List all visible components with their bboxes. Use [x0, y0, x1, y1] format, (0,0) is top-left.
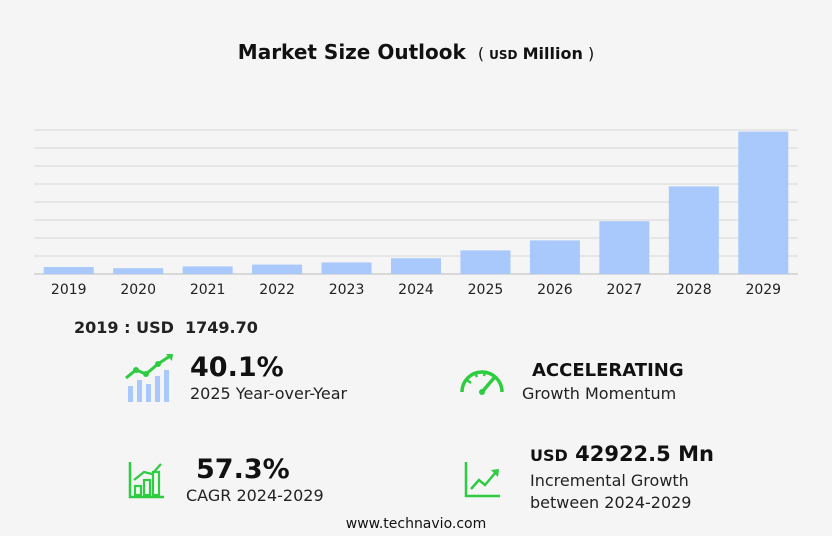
trend-line-icon — [464, 462, 500, 498]
title-unit-prefix: USD — [489, 48, 518, 62]
kpi-incremental-value-wrap: USD 42922.5 Mn — [530, 442, 714, 466]
kpi-momentum-value: ACCELERATING — [532, 360, 684, 381]
x-tick-2023: 2023 — [329, 282, 365, 298]
chart-x-labels: 2019 2020 2021 2022 2023 2024 2025 2026 2027 2028… — [51, 282, 781, 298]
bar-growth-icon — [128, 462, 164, 499]
footer-url: www.technavio.com — [345, 516, 487, 532]
bar-2029 — [738, 131, 789, 274]
x-tick-2024: 2024 — [398, 282, 434, 298]
kpi-incremental-label2: between 2024-2029 — [530, 493, 692, 512]
base-year-value: 2019 : USD 1749.70 — [74, 318, 258, 337]
x-tick-2022: 2022 — [259, 282, 295, 298]
bar-chart: 2019 2020 2021 2022 2023 2024 2025 2026 2027 2028… — [34, 129, 798, 298]
x-tick-2026: 2026 — [537, 282, 573, 298]
kpi-yoy-value: 40.1% — [190, 352, 284, 383]
bar-2022 — [252, 264, 303, 274]
base-year-amount: 1749.70 — [185, 318, 258, 337]
kpi-momentum: ACCELERATING Growth Momentum — [522, 360, 684, 405]
x-tick-2020: 2020 — [120, 282, 156, 298]
x-tick-2029: 2029 — [745, 282, 781, 298]
bar-2020 — [113, 268, 164, 274]
kpi-incremental-prefix: USD — [530, 446, 568, 465]
base-year-label: 2019 : USD — [74, 318, 174, 337]
chart-bars — [43, 131, 789, 274]
speedometer-icon — [460, 370, 504, 395]
kpi-yoy: 40.1% 2025 Year-over-Year — [190, 352, 347, 405]
growth-chart-icon — [125, 354, 173, 402]
kpi-incremental: USD 42922.5 Mn Incremental Growth betwee… — [530, 442, 714, 514]
x-tick-2021: 2021 — [190, 282, 226, 298]
bar-2028 — [668, 186, 719, 274]
title-unit-label: Million — [522, 44, 583, 63]
bar-2019 — [43, 267, 94, 274]
x-tick-2028: 2028 — [676, 282, 712, 298]
x-tick-2027: 2027 — [607, 282, 643, 298]
kpi-cagr-value: 57.3% — [196, 454, 290, 485]
x-tick-2019: 2019 — [51, 282, 87, 298]
kpi-momentum-label: Growth Momentum — [522, 384, 677, 403]
bar-2026 — [529, 240, 580, 274]
kpi-incremental-value: 42922.5 Mn — [575, 442, 714, 466]
bar-2027 — [599, 221, 650, 274]
chart-title-text: Market Size Outlook — [237, 40, 466, 64]
kpi-cagr: 57.3% CAGR 2024-2029 — [186, 454, 324, 507]
kpi-incremental-label1: Incremental Growth — [530, 471, 689, 490]
bar-2023 — [321, 262, 372, 274]
bar-2025 — [460, 250, 511, 274]
kpi-yoy-label: 2025 Year-over-Year — [190, 384, 348, 403]
title-unit: ( USD Million ) — [472, 44, 595, 63]
bar-2021 — [182, 266, 233, 274]
bar-2024 — [390, 258, 442, 274]
chart-title: Market Size Outlook ( USD Million ) — [0, 40, 832, 64]
kpi-cagr-label: CAGR 2024-2029 — [186, 486, 324, 505]
x-tick-2025: 2025 — [468, 282, 504, 298]
